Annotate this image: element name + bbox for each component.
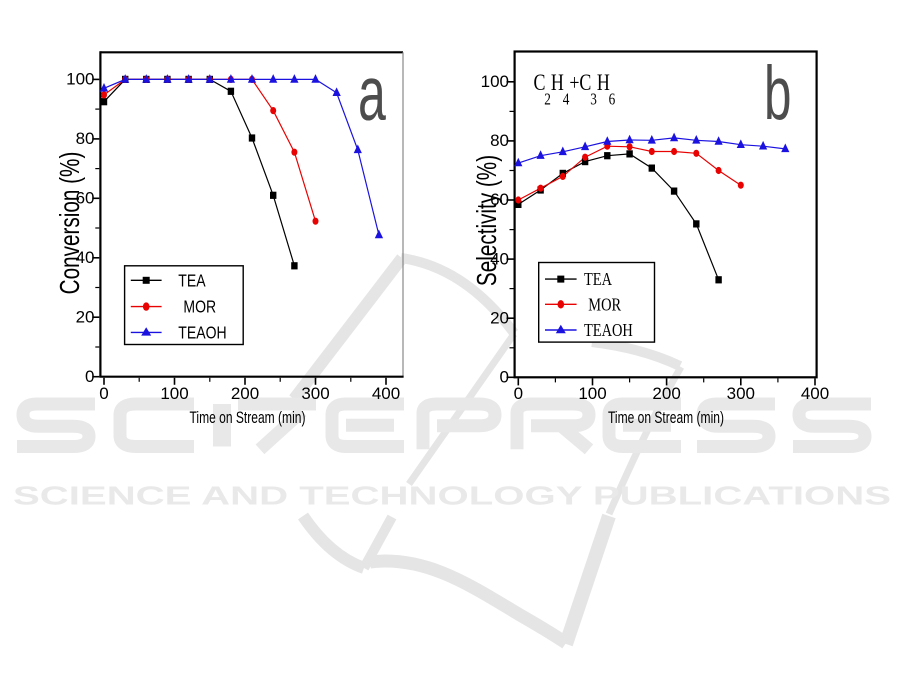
- svg-text:300: 300: [727, 384, 755, 403]
- svg-text:40: 40: [76, 248, 95, 267]
- svg-text:300: 300: [301, 384, 329, 403]
- svg-text:100: 100: [578, 384, 606, 403]
- svg-text:0: 0: [85, 367, 94, 386]
- svg-text:Selectivity (%): Selectivity (%): [472, 155, 503, 286]
- svg-text:100: 100: [160, 384, 188, 403]
- svg-text:40: 40: [490, 249, 509, 268]
- svg-text:20: 20: [76, 307, 95, 326]
- svg-text:TEA: TEA: [178, 271, 205, 291]
- svg-text:TEAOH: TEAOH: [584, 319, 633, 340]
- svg-text:60: 60: [490, 190, 509, 209]
- svg-text:Conversion (%): Conversion (%): [55, 152, 86, 295]
- svg-text:0: 0: [514, 384, 523, 403]
- svg-text:400: 400: [372, 384, 400, 403]
- svg-text:MOR: MOR: [588, 294, 621, 315]
- svg-text:Time on Stream (min): Time on Stream (min): [608, 409, 724, 427]
- svg-text:100: 100: [481, 72, 509, 91]
- svg-text:Time on Stream (min): Time on Stream (min): [190, 409, 306, 427]
- svg-text:MOR: MOR: [183, 297, 216, 317]
- svg-text:0: 0: [500, 368, 509, 387]
- svg-text:200: 200: [231, 384, 259, 403]
- svg-text:80: 80: [490, 131, 509, 150]
- svg-text:a: a: [358, 50, 387, 137]
- svg-text:TEAOH: TEAOH: [178, 323, 226, 343]
- svg-text:b: b: [764, 50, 791, 135]
- svg-text:60: 60: [76, 189, 95, 208]
- svg-text:80: 80: [76, 129, 95, 148]
- svg-text:100: 100: [66, 70, 94, 89]
- svg-text:20: 20: [490, 308, 509, 327]
- svg-text:TEA: TEA: [584, 269, 612, 290]
- svg-text:SCIENCE AND TECHNOLOGY PUBLICA: SCIENCE AND TECHNOLOGY PUBLICATIONS: [13, 481, 891, 511]
- svg-text:0: 0: [99, 384, 108, 403]
- svg-text:400: 400: [801, 384, 829, 403]
- svg-text:200: 200: [652, 384, 680, 403]
